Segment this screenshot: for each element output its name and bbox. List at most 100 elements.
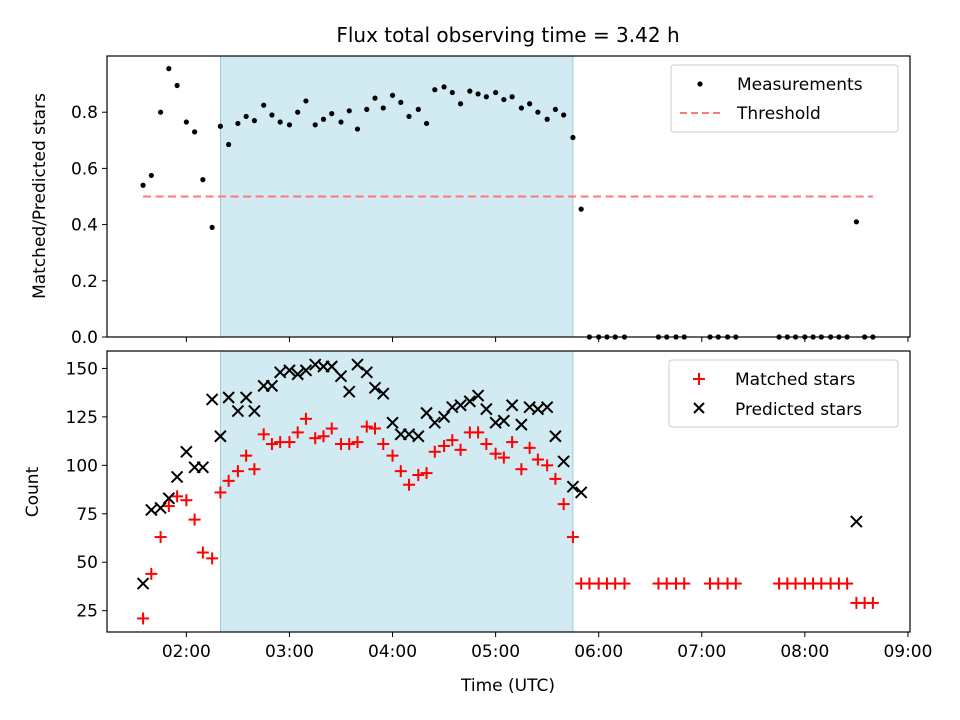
matched-star-point	[420, 467, 433, 480]
matched-star-point	[841, 577, 854, 590]
measurement-point	[501, 96, 507, 103]
matched-star-point	[137, 612, 150, 625]
predicted-star-point	[412, 430, 425, 443]
legend-threshold-label: Threshold	[736, 104, 821, 124]
predicted-star-point	[437, 410, 451, 424]
predicted-star-point	[214, 430, 227, 443]
measurement-point	[174, 82, 180, 89]
matched-star-point	[265, 438, 278, 451]
predicted-star-point	[428, 416, 442, 429]
matched-star-point	[523, 441, 536, 454]
matched-star-point	[541, 459, 554, 472]
matched-star-point	[497, 451, 510, 464]
matched-star-point	[299, 412, 312, 425]
matched-star-point	[180, 494, 193, 507]
measurement-point	[423, 120, 430, 127]
matched-star-point	[394, 465, 407, 478]
matched-star-point	[566, 531, 579, 544]
matched-star-point	[618, 577, 631, 590]
matched-star-point	[377, 438, 390, 451]
predicted-star-point	[549, 430, 562, 443]
measurement-point	[269, 112, 275, 118]
measurement-point	[338, 119, 344, 125]
matched-star-point	[257, 428, 270, 441]
predicted-star-point	[334, 369, 348, 383]
predicted-star-point	[291, 368, 304, 381]
measurement-point	[527, 101, 533, 107]
measurement-point	[354, 126, 361, 132]
matched-star-point	[343, 438, 356, 451]
matched-star-point	[145, 567, 158, 580]
matched-star-point	[480, 438, 493, 451]
predicted-star-point	[402, 428, 416, 441]
matched-star-point	[531, 453, 544, 466]
y-tick-label: 0.6	[71, 159, 98, 179]
measurement-point	[200, 177, 206, 183]
matched-star-point	[678, 577, 691, 590]
predicted-star-point	[471, 389, 485, 402]
legend-measurements-label: Measurements	[737, 75, 863, 95]
predicted-star-point	[205, 393, 219, 406]
measurement-point	[320, 116, 327, 122]
y-tick-label: 0.4	[71, 216, 98, 236]
predicted-star-point	[145, 503, 158, 517]
measurement-point	[853, 219, 859, 225]
predicted-star-point	[239, 391, 253, 404]
top-ylabel: Matched/Predicted stars	[30, 93, 50, 299]
measurement-point	[235, 120, 241, 127]
measurement-point	[518, 105, 524, 111]
measurement-point	[364, 106, 370, 112]
matched-star-point	[549, 472, 562, 485]
predicted-star-point	[136, 577, 150, 590]
matched-star-point	[428, 445, 441, 458]
predicted-star-point	[557, 455, 570, 468]
matched-star-point	[403, 478, 416, 491]
x-tick-label: 08:00	[780, 642, 829, 662]
matched-star-point	[386, 449, 399, 462]
measurement-point	[209, 224, 215, 231]
legend-matched-label: Matched stars	[735, 370, 855, 390]
matched-star-point	[360, 420, 373, 433]
measurement-point	[158, 109, 164, 115]
measurement-point	[192, 129, 198, 135]
matched-star-point	[188, 513, 201, 526]
predicted-star-point	[386, 416, 399, 429]
predicted-star-point	[377, 387, 390, 400]
matched-star-point	[438, 439, 451, 452]
matched-star-point	[866, 596, 879, 609]
predicted-star-point	[540, 400, 554, 414]
predicted-star-point	[162, 492, 176, 505]
measurement-point	[449, 89, 455, 96]
matched-star-point	[412, 469, 425, 482]
predicted-star-point	[463, 395, 477, 408]
predicted-star-point	[299, 364, 313, 377]
x-tick-label: 03:00	[265, 642, 314, 662]
bottom-xlabel: Time (UTC)	[460, 676, 555, 696]
matched-star-point	[489, 447, 502, 460]
predicted-star-point	[351, 358, 364, 371]
matched-star-point	[446, 434, 459, 447]
matched-star-point	[231, 465, 244, 478]
x-tick-label: 07:00	[677, 642, 726, 662]
measurement-point	[493, 89, 499, 96]
matched-star-point	[317, 430, 330, 443]
legend-predicted-marker	[693, 402, 705, 414]
y-tick-label: 0.8	[71, 103, 98, 123]
matched-star-point	[515, 463, 528, 476]
predicted-star-point	[248, 404, 261, 418]
measurement-point	[148, 172, 154, 179]
matched-star-point	[454, 443, 467, 456]
y-tick-label: 50	[76, 553, 98, 573]
legend-predicted-label: Predicted stars	[735, 400, 862, 420]
y-tick-label: 0.2	[71, 272, 98, 292]
measurement-point	[329, 111, 335, 117]
measurement-point	[217, 123, 223, 129]
matched-star-point	[506, 436, 519, 449]
matched-star-point	[557, 498, 570, 511]
measurement-point	[251, 118, 258, 124]
measurement-point	[406, 113, 412, 120]
matched-star-point	[222, 474, 235, 487]
bottom-axes-frame	[106, 350, 911, 633]
predicted-star-point	[265, 379, 279, 393]
